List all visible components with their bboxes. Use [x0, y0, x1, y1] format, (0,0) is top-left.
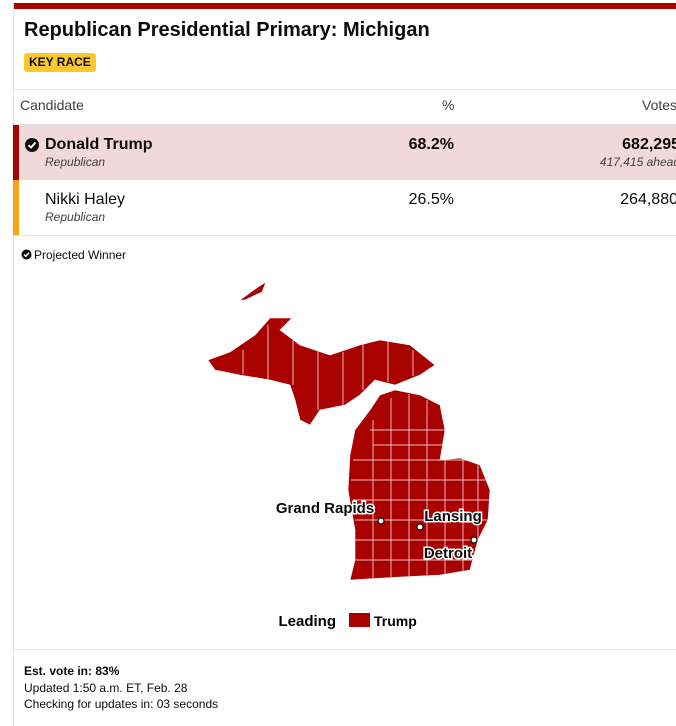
candidate-party: Republican: [45, 155, 106, 169]
candidate-row: [13, 125, 676, 180]
state-map: Grand Rapids Lansing Detroit Leading Tru…: [207, 281, 491, 630]
winner-check: [25, 138, 39, 152]
divider: [13, 124, 676, 125]
vote-estimate: Est. vote in: 83%: [24, 664, 120, 678]
update-countdown: Checking for updates in: 03 seconds: [24, 697, 219, 711]
updated-time: Updated 1:50 a.m. ET, Feb. 28: [24, 681, 188, 695]
county-borders: [242, 325, 489, 578]
vote-percent: 26.5%: [408, 191, 454, 208]
city-label: Detroit: [424, 545, 472, 562]
party-bar: [13, 125, 19, 180]
winner-check-icon: [21, 249, 32, 260]
column-header: %: [442, 97, 455, 113]
legend-title: Leading: [278, 613, 336, 630]
vote-percent: 68.2%: [408, 136, 454, 153]
vote-count: 264,880: [620, 191, 676, 208]
top-bar: [13, 3, 676, 9]
city-label: Lansing: [424, 508, 482, 525]
divider: [13, 649, 676, 650]
candidate-name: Nikki Haley: [45, 191, 126, 208]
city-markers: [377, 517, 478, 544]
left-border: [13, 3, 14, 726]
legend-label: Trump: [374, 613, 417, 629]
legend-swatch: [349, 613, 370, 627]
divider: [13, 235, 676, 236]
candidate-name: Donald Trump: [45, 136, 153, 153]
vote-count: 682,295: [622, 136, 676, 153]
key-race-badge: KEY RACE: [24, 53, 96, 72]
city-label: Grand Rapids: [276, 500, 374, 517]
vote-margin: 417,415 ahead: [599, 155, 676, 169]
candidate-party: Republican: [45, 210, 106, 224]
party-bar: [13, 180, 19, 235]
divider: [13, 89, 676, 90]
title: Republican Presidential Primary: Michiga…: [24, 19, 430, 41]
projected-winner-note: Projected Winner: [34, 248, 127, 262]
county-shapes: [207, 281, 491, 581]
column-header: Votes: [642, 97, 676, 113]
column-header: Candidate: [20, 97, 84, 113]
